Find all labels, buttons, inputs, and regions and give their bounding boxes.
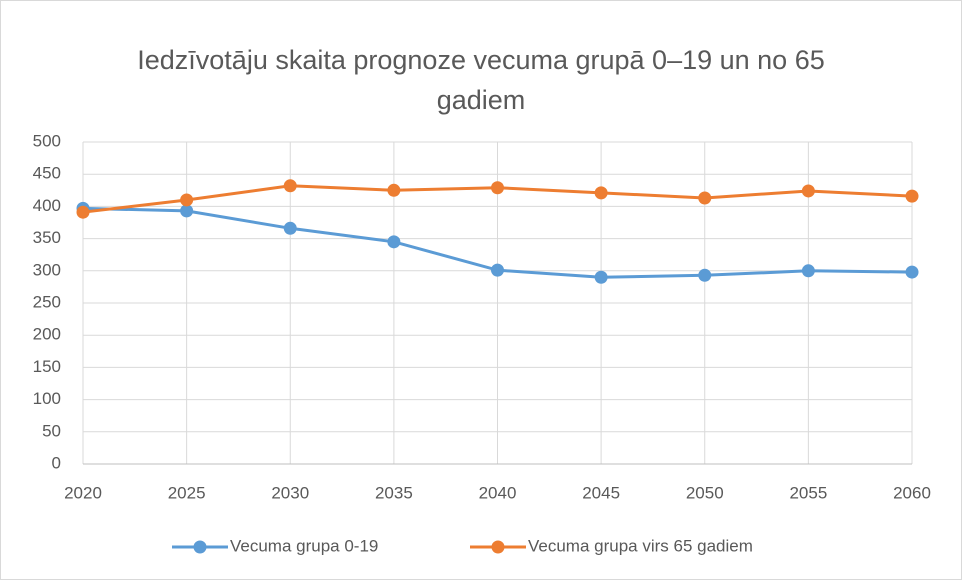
x-tick-label: 2055 (789, 483, 827, 502)
chart-title: Iedzīvotāju skaita prognoze vecuma grupā… (137, 45, 825, 115)
data-point (180, 204, 194, 218)
x-tick-label: 2030 (271, 483, 309, 502)
data-point (905, 265, 919, 279)
y-tick-label: 50 (42, 421, 61, 440)
y-tick-label: 400 (33, 196, 61, 215)
y-tick-label: 350 (33, 228, 61, 247)
legend-marker (491, 540, 505, 554)
data-point (698, 268, 712, 282)
data-point (387, 183, 401, 197)
data-point (698, 191, 712, 205)
data-point (180, 193, 194, 207)
data-point (76, 205, 90, 219)
data-point (594, 186, 608, 200)
data-point (491, 263, 504, 277)
data-point (801, 184, 815, 198)
data-point (387, 235, 401, 249)
x-tick-label: 2040 (479, 483, 517, 502)
y-tick-label: 100 (33, 389, 61, 408)
data-point (491, 181, 504, 195)
data-point (801, 264, 815, 278)
y-tick-label: 200 (33, 325, 61, 344)
y-tick-label: 450 (33, 164, 61, 183)
x-tick-label: 2045 (582, 483, 620, 502)
y-tick-label: 0 (52, 453, 61, 472)
y-tick-label: 250 (33, 292, 61, 311)
data-point (283, 221, 297, 235)
data-point (905, 189, 919, 203)
x-tick-label: 2020 (64, 483, 102, 502)
legend-marker (193, 540, 207, 554)
legend-label: Vecuma grupa 0-19 (230, 536, 378, 555)
x-tick-label: 2050 (686, 483, 724, 502)
y-tick-label: 150 (33, 357, 61, 376)
x-tick-label: 2060 (893, 483, 931, 502)
y-tick-label: 500 (33, 131, 61, 150)
y-tick-label: 300 (33, 260, 61, 279)
x-tick-label: 2035 (375, 483, 413, 502)
x-tick-label: 2025 (168, 483, 206, 502)
legend-label: Vecuma grupa virs 65 gadiem (528, 536, 753, 555)
data-point (594, 270, 608, 284)
data-point (283, 179, 297, 193)
